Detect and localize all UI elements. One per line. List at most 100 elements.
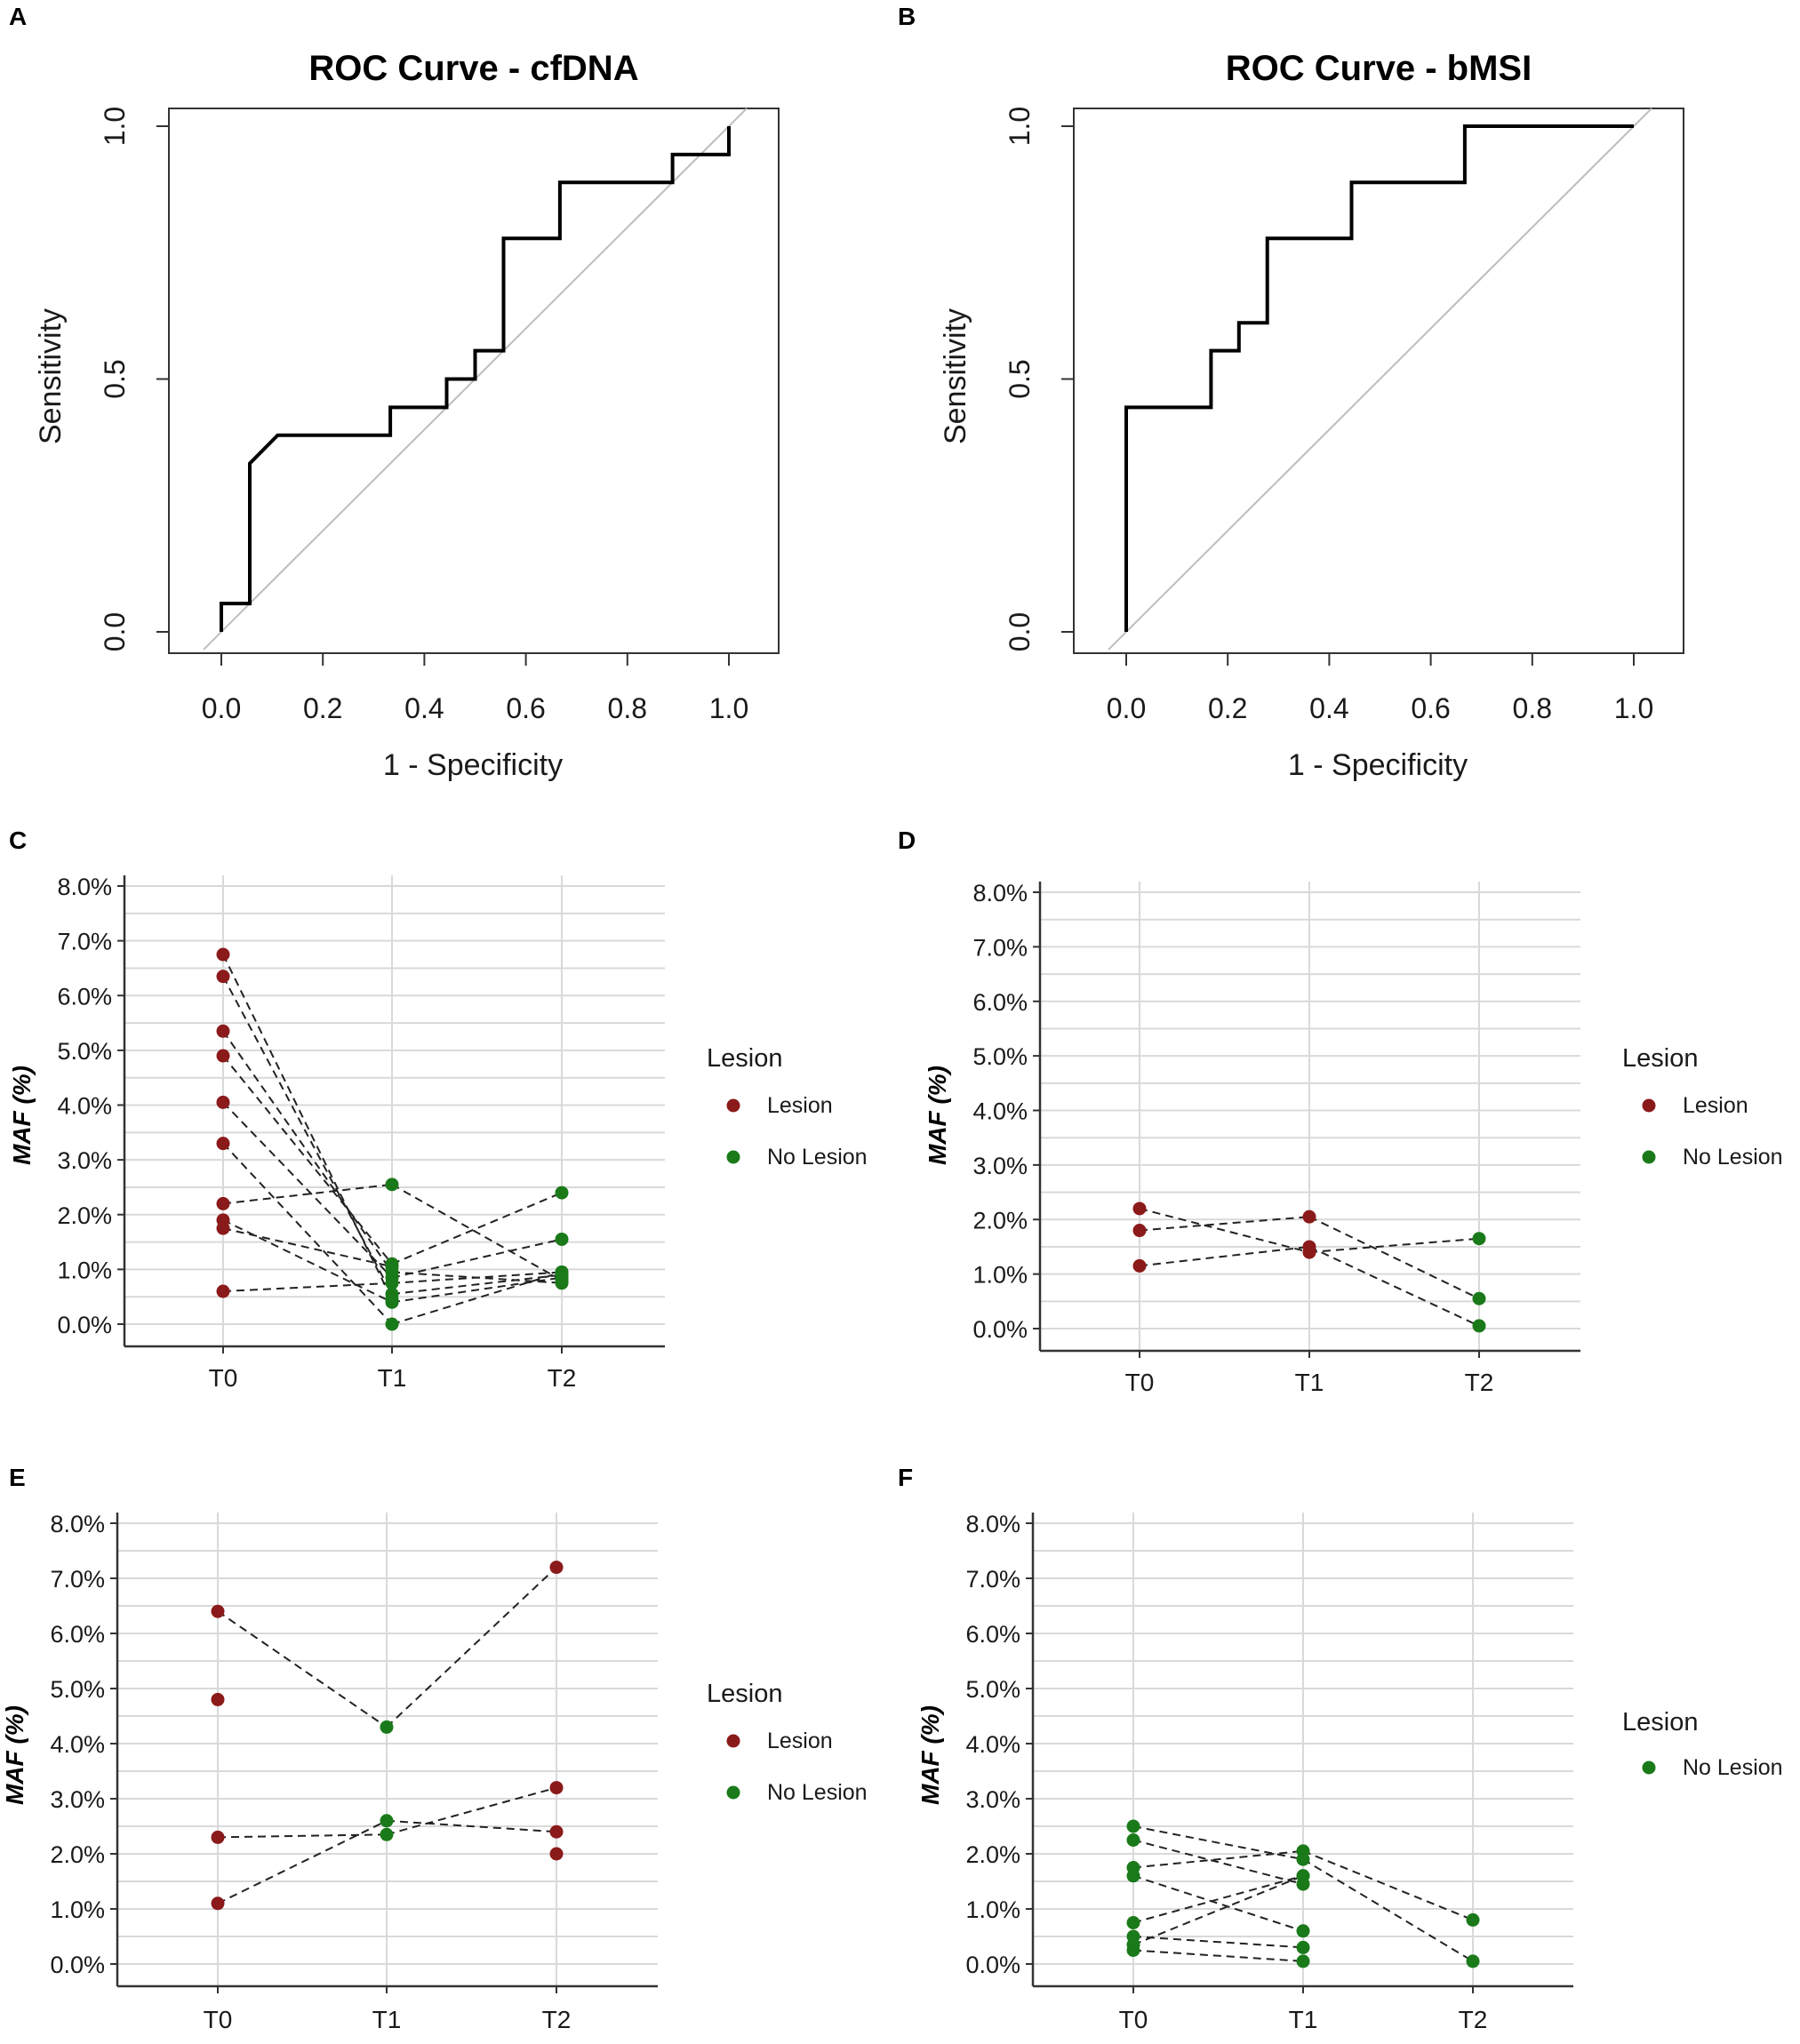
data-point — [216, 1284, 230, 1298]
series-segment — [222, 1281, 393, 1293]
series-segment — [1132, 1839, 1304, 1886]
x-tick-label: T2 — [1459, 2006, 1488, 2033]
series-segment — [1302, 1849, 1474, 1921]
panel-letter: C — [9, 826, 27, 854]
y-tick-label: 2.0% — [57, 1202, 112, 1229]
series-segment — [386, 1819, 557, 1833]
y-tick-label: 3.0% — [965, 1786, 1020, 1813]
roc-panel-b: B ROC Curve - bMSI 0.0 0.2 0.4 0.6 0.8 1.0 0.0 0.… — [898, 3, 1684, 782]
series-segment — [1132, 1949, 1304, 1962]
y-tick-label: 0.0 — [1004, 612, 1036, 651]
y-tick-label: 5.0% — [972, 1043, 1028, 1070]
series-segment — [217, 1610, 388, 1729]
x-tick-label: T2 — [1465, 1369, 1494, 1396]
y-tick-label: 3.0% — [972, 1153, 1028, 1179]
y-tick-label: 7.0% — [57, 929, 112, 955]
data-point — [1132, 1202, 1147, 1216]
legend-title: Lesion — [1622, 1044, 1698, 1073]
x-tick-label: 0.6 — [1411, 692, 1450, 724]
series-segment — [1139, 1208, 1310, 1254]
data-point — [1466, 1954, 1480, 1968]
series-segment — [1308, 1216, 1480, 1300]
x-tick-label: 0.4 — [404, 692, 444, 724]
data-point — [1296, 1844, 1310, 1858]
chart-title: ROC Curve - bMSI — [1226, 49, 1532, 88]
y-tick-label: 7.0% — [50, 1566, 105, 1593]
data-point — [385, 1178, 399, 1192]
maf-panel-d: D 0.0% 1.0% 2.0% 3.0% 4.0% 5.0% 6.0% 7.0% 8.0% T0 T… — [898, 826, 1783, 1396]
series-segment — [1132, 1874, 1304, 1924]
x-axis-label: 1 - Specificity — [1288, 748, 1468, 782]
y-axis-label: Sensitivity — [939, 308, 972, 444]
data-point — [1302, 1210, 1316, 1224]
data-point — [216, 1137, 230, 1151]
maf-panel-c: C 0.0% 1.0% 2.0% 3.0% 4.0% 5.0% 6.0% 7.0% 8.0% T0 T… — [8, 826, 868, 1392]
data-point — [385, 1295, 399, 1309]
y-tick-label: 2.0% — [965, 1841, 1020, 1868]
series-segment — [1132, 1825, 1304, 1861]
data-point — [211, 1692, 225, 1706]
data-point — [380, 1814, 394, 1828]
x-tick-label: 1.0 — [1614, 692, 1653, 724]
series-segment — [222, 1227, 393, 1268]
y-axis-label: MAF (%) — [8, 1066, 36, 1165]
x-tick-label: 1.0 — [709, 692, 748, 724]
data-point — [211, 1896, 225, 1911]
y-tick-label: 7.0% — [965, 1566, 1020, 1593]
series-segment — [391, 1274, 563, 1296]
legend-label: No Lesion — [767, 1145, 868, 1170]
data-point — [211, 1830, 225, 1844]
y-tick-label: 8.0% — [972, 880, 1028, 906]
series-segment — [1132, 1874, 1304, 1932]
series-segment — [391, 1238, 563, 1279]
y-axis-label: MAF (%) — [924, 1066, 951, 1165]
data-point — [1466, 1912, 1480, 1927]
y-axis-label: MAF (%) — [1, 1705, 28, 1805]
series-segment — [1308, 1237, 1480, 1254]
data-point — [216, 1221, 230, 1235]
x-tick-label: 0.2 — [1208, 692, 1247, 724]
y-tick-label: 6.0% — [965, 1621, 1020, 1648]
roc-curve — [1124, 124, 1634, 632]
panel-letter: F — [898, 1464, 913, 1491]
series-segment — [391, 1271, 563, 1284]
roc-panel-a: A ROC Curve - cfDNA 0.0 0.2 0.4 0.6 0.8 1.0 0.0 0… — [9, 3, 780, 782]
data-point — [1132, 1258, 1147, 1273]
data-point — [1302, 1240, 1316, 1254]
series-segment — [1139, 1245, 1310, 1267]
series-segment — [222, 976, 393, 1295]
y-tick-label: 0.0 — [99, 612, 131, 651]
data-point — [1126, 1916, 1140, 1929]
x-tick-label: T2 — [548, 1364, 577, 1392]
series-segment — [222, 1055, 393, 1265]
x-tick-label: T1 — [1295, 1369, 1324, 1396]
series-segment — [386, 1786, 557, 1836]
y-tick-label: 6.0% — [50, 1621, 105, 1648]
x-tick-label: T0 — [209, 1364, 238, 1392]
legend-marker — [726, 1734, 740, 1748]
data-point — [555, 1232, 569, 1246]
data-point — [1296, 1869, 1310, 1883]
legend-marker — [1642, 1761, 1656, 1775]
legend-marker — [726, 1098, 740, 1113]
y-tick-label: 4.0% — [50, 1731, 105, 1758]
series-segment — [1132, 1849, 1304, 1869]
maf-panel-f: F 0.0% 1.0% 2.0% 3.0% 4.0% 5.0% 6.0% 7.0% 8.0% T0 T… — [898, 1464, 1783, 2033]
plot-frame — [168, 108, 780, 654]
series-segment — [222, 1183, 393, 1205]
data-point — [1472, 1319, 1486, 1333]
maf-panel-e: E 0.0% 1.0% 2.0% 3.0% 4.0% 5.0% 6.0% 7.0% 8.0% T0 T… — [1, 1464, 868, 2033]
data-point — [555, 1265, 569, 1279]
data-point — [216, 1196, 230, 1210]
legend-label: Lesion — [767, 1093, 833, 1118]
series-segment — [217, 1833, 388, 1839]
y-tick-label: 1.0% — [965, 1896, 1020, 1923]
y-tick-label: 4.0% — [972, 1098, 1028, 1125]
y-tick-label: 8.0% — [50, 1511, 105, 1537]
y-tick-label: 4.0% — [57, 1093, 112, 1120]
series-segment — [1132, 1874, 1304, 1946]
y-tick-label: 0.5 — [1004, 359, 1036, 398]
data-point — [1132, 1224, 1147, 1238]
